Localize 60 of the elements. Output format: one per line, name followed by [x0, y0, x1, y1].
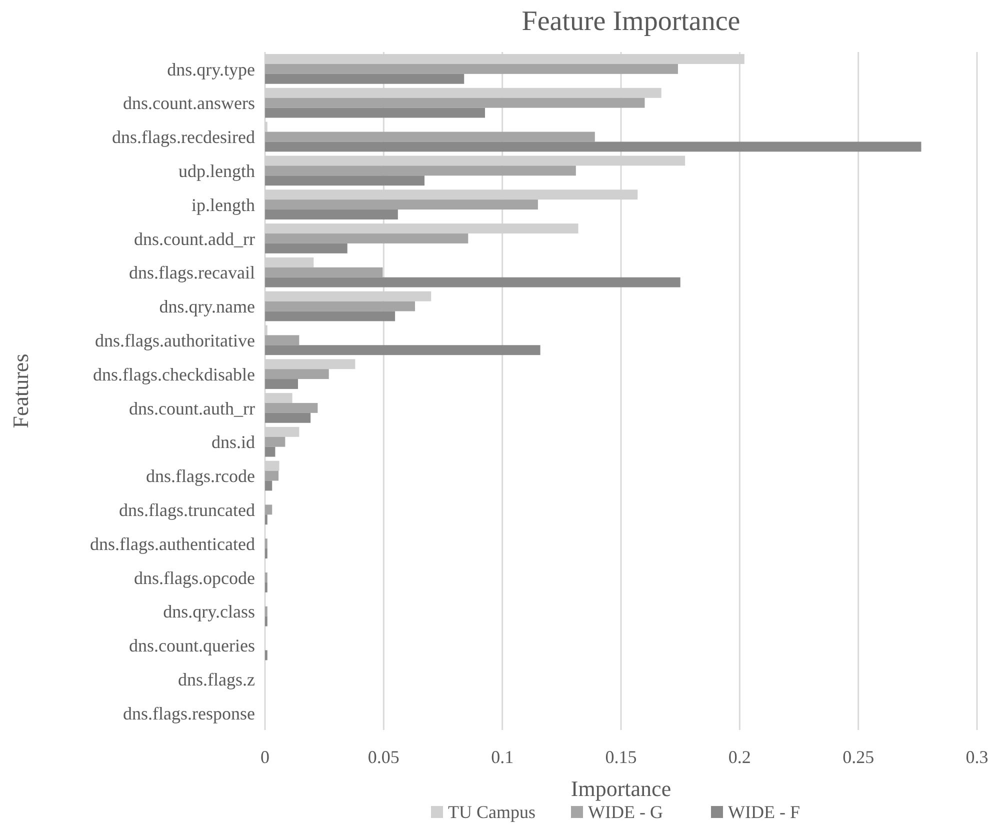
y-tick-label: dns.flags.checkdisable — [93, 364, 256, 384]
legend-label: TU Campus — [448, 802, 536, 822]
x-tick-label: 0.05 — [368, 747, 400, 767]
bar — [265, 345, 540, 356]
bar — [265, 480, 272, 491]
y-tick-label: dns.count.answers — [123, 93, 255, 114]
bar — [265, 210, 398, 220]
bar — [265, 132, 595, 142]
y-tick-label: dns.flags.truncated — [119, 500, 255, 520]
x-tick-label: 0.2 — [728, 747, 751, 767]
chart-title: Feature Importance — [522, 6, 740, 37]
x-tick-label: 0 — [260, 747, 270, 767]
y-tick-label: dns.id — [211, 432, 255, 452]
bar — [265, 311, 396, 322]
y-tick-label: dns.count.queries — [129, 636, 255, 656]
bar — [265, 233, 468, 244]
legend-label: WIDE - G — [588, 802, 663, 822]
y-tick-label: dns.qry.class — [163, 602, 255, 622]
bar — [265, 267, 383, 278]
y-tick-label: dns.flags.z — [178, 669, 256, 690]
y-tick-label: ip.length — [192, 194, 255, 215]
y-tick-label: dns.flags.response — [123, 703, 256, 724]
bar — [265, 64, 678, 74]
y-axis-title: Features — [8, 354, 33, 428]
y-tick-label: dns.count.add_rr — [134, 228, 255, 249]
bar — [265, 277, 680, 288]
x-tick-label: 0.25 — [842, 747, 874, 767]
bar — [265, 436, 286, 447]
bar — [265, 74, 464, 84]
bar — [265, 176, 424, 186]
y-tick-label: dns.count.auth_rr — [129, 398, 255, 418]
y-tick-label: dns.flags.authoritative — [95, 330, 256, 350]
bar — [265, 369, 329, 380]
bar — [265, 335, 300, 346]
y-tick-label: udp.length — [178, 160, 255, 181]
bar — [265, 402, 318, 413]
bar — [265, 379, 298, 389]
x-axis-title: Importance — [570, 776, 672, 801]
bar — [265, 301, 415, 312]
bar — [265, 98, 645, 108]
bar — [265, 446, 276, 457]
y-tick-label: dns.qry.name — [159, 296, 256, 317]
bar — [265, 166, 576, 176]
y-tick-label: dns.flags.authenticated — [90, 534, 255, 554]
x-tick-label: 0.1 — [491, 747, 514, 767]
bar — [265, 470, 279, 481]
legend-label: WIDE - F — [728, 802, 800, 822]
y-tick-label: dns.flags.recavail — [129, 262, 255, 283]
bar — [265, 243, 348, 254]
y-tick-label: dns.flags.recdesired — [112, 127, 255, 148]
bar — [265, 142, 922, 152]
bar — [265, 200, 538, 210]
bar — [265, 108, 486, 118]
y-tick-label: dns.flags.rcode — [146, 466, 256, 486]
x-tick-label: 0.15 — [605, 747, 637, 767]
y-tick-label: dns.qry.type — [167, 59, 256, 80]
bar — [265, 504, 272, 515]
bar — [265, 412, 311, 423]
y-tick-label: dns.flags.opcode — [134, 568, 255, 588]
x-tick-label: 0.3 — [966, 747, 988, 767]
